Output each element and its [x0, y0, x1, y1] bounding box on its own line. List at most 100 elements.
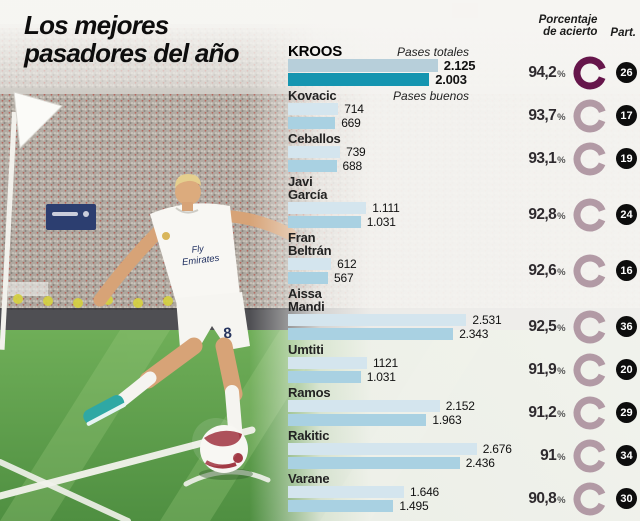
- page-title: Los mejores pasadores del año: [24, 10, 240, 67]
- laliga-board: [46, 204, 96, 230]
- total-passes-bar: [288, 485, 404, 498]
- player-row: Varane 1.646 1.495 90,8% 30: [288, 470, 637, 516]
- good-passes-bar: [288, 215, 361, 228]
- accuracy-value: 92,6%: [528, 261, 565, 279]
- total-passes-value: 739: [346, 144, 366, 159]
- total-passes-value: 612: [337, 256, 357, 271]
- total-passes-value: 2.125: [443, 57, 476, 73]
- player-name: Umtiti: [288, 341, 324, 357]
- accuracy-column-header: Porcentaje de acierto: [539, 14, 598, 39]
- total-passes-bar: [288, 399, 440, 412]
- good-passes-bar: [288, 370, 361, 383]
- good-passes-value: 1.963: [432, 412, 462, 427]
- accuracy-donut-icon: [573, 482, 607, 516]
- percent-sign: %: [557, 408, 565, 420]
- chart-rows: KROOS Pases totales 2.125 2.003 94,2% 26: [288, 42, 637, 516]
- accuracy-donut-icon: [573, 254, 607, 288]
- total-passes-bar: [288, 59, 438, 73]
- player-name: Kovacic: [288, 87, 337, 103]
- total-passes-bar: [288, 313, 467, 326]
- participation-badge: 36: [616, 316, 637, 338]
- jersey-sponsor-line1: Fly: [191, 243, 205, 254]
- participation-badge: 34: [616, 445, 637, 467]
- player-name: Fran Beltrán: [288, 229, 332, 258]
- accuracy-donut-icon: [573, 56, 607, 90]
- accuracy-value: 92,8%: [528, 205, 565, 223]
- player-name: Ramos: [288, 384, 331, 400]
- total-passes-value: 2.152: [445, 398, 475, 413]
- total-passes-bar: [288, 102, 339, 115]
- good-passes-value: 669: [341, 115, 361, 130]
- accuracy-value: 91,2%: [528, 403, 565, 421]
- good-passes-value: 688: [342, 158, 363, 173]
- page-title-line1: Los mejores: [24, 10, 169, 40]
- participation-column-header: Part.: [610, 26, 636, 39]
- player-row: Javi García 1.111 1.031 92,8% 24: [288, 173, 637, 232]
- accuracy-donut-icon: [573, 353, 607, 387]
- accuracy-donut-icon: [573, 439, 607, 473]
- total-passes-value: 1.111: [372, 200, 400, 215]
- good-passes-value: 1.031: [366, 214, 396, 229]
- player-name: Ceballos: [288, 130, 341, 146]
- accuracy-value: 94,2%: [528, 63, 565, 81]
- accuracy-donut-icon: [573, 396, 607, 430]
- total-passes-value: 2.531: [472, 312, 502, 327]
- player-name: KROOS: [288, 42, 343, 60]
- accuracy-value: 90,8%: [528, 489, 565, 507]
- total-passes-bar: [288, 442, 477, 455]
- good-passes-value: 2.436: [465, 455, 495, 470]
- chart-header: Porcentaje de acierto Part.: [288, 14, 637, 39]
- good-passes-value: 2.343: [459, 326, 489, 341]
- percent-sign: %: [557, 451, 565, 463]
- good-passes-value: 1.495: [399, 498, 429, 513]
- total-passes-bar: [288, 356, 367, 369]
- percent-sign: %: [557, 154, 565, 166]
- good-passes-bar: [288, 73, 430, 87]
- participation-badge: 24: [616, 204, 637, 226]
- accuracy-donut-icon: [573, 99, 607, 133]
- good-passes-bar: [288, 271, 328, 284]
- good-passes-value: 2.003: [435, 71, 467, 87]
- percent-sign: %: [557, 68, 565, 80]
- total-passes-value: 1.646: [410, 484, 440, 499]
- accuracy-value: 91%: [540, 446, 565, 464]
- percent-sign: %: [557, 210, 565, 222]
- good-passes-value: 567: [334, 270, 354, 285]
- club-crest: [162, 232, 170, 240]
- good-passes-bar: [288, 499, 394, 512]
- player-name: Aissa Mandi: [288, 285, 325, 314]
- accuracy-value: 91,9%: [528, 360, 565, 378]
- player-row: Ramos 2.152 1.963 91,2% 29: [288, 384, 637, 430]
- player-row: Rakitic 2.676 2.436 91% 34: [288, 429, 637, 473]
- participation-badge: 26: [616, 62, 637, 84]
- player-row: Ceballos 739 688 93,1% 19: [288, 130, 637, 176]
- percent-sign: %: [557, 494, 565, 506]
- passers-chart: Porcentaje de acierto Part. KROOS Pases …: [288, 14, 637, 516]
- participation-badge: 20: [616, 359, 637, 381]
- participation-badge: 29: [616, 402, 637, 424]
- accuracy-value: 93,7%: [528, 106, 565, 124]
- participation-badge: 19: [616, 148, 637, 170]
- good-passes-bar: [288, 159, 337, 172]
- participation-badge: 17: [616, 105, 637, 127]
- percent-sign: %: [557, 266, 565, 278]
- total-passes-bar: [288, 201, 367, 214]
- participation-badge: 16: [616, 260, 637, 282]
- player-row: Fran Beltrán 612 567 92,6% 16: [288, 229, 637, 288]
- total-passes-bar: [288, 257, 332, 270]
- accuracy-donut-icon: [573, 310, 607, 344]
- good-passes-value: 1.031: [366, 369, 396, 384]
- good-passes-bar: [288, 116, 336, 129]
- accuracy-value: 92,5%: [528, 317, 565, 335]
- accuracy-donut-icon: [573, 142, 607, 176]
- player-name: Varane: [288, 470, 330, 486]
- good-passes-bar: [288, 327, 454, 340]
- total-passes-bar: [288, 145, 341, 158]
- player-row: Aissa Mandi 2.531 2.343 92,5% 36: [288, 285, 637, 344]
- player-row: KROOS Pases totales 2.125 2.003 94,2% 26: [288, 42, 637, 90]
- good-passes-bar: [288, 456, 460, 469]
- player-row: Umtiti 1121 1.031 91,9% 20: [288, 341, 637, 387]
- player-name: Javi García: [288, 173, 328, 202]
- good-passes-bar: [288, 413, 427, 426]
